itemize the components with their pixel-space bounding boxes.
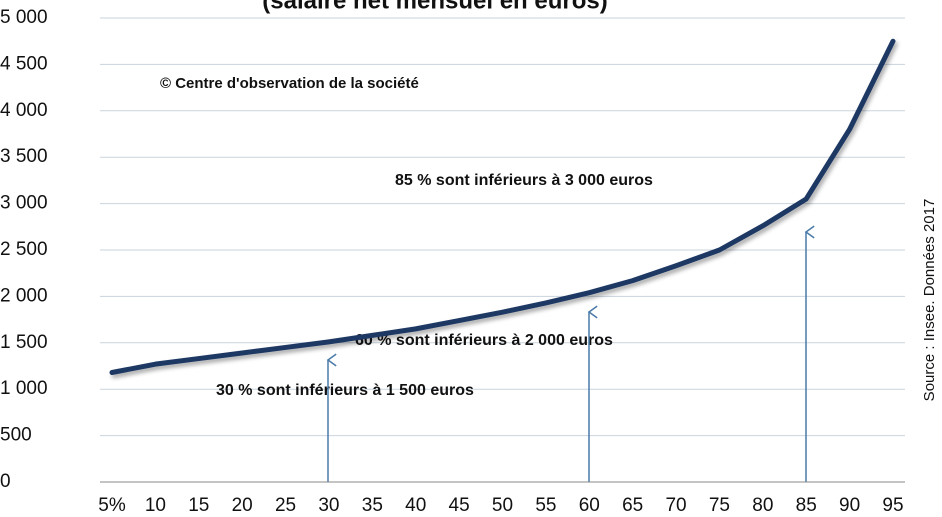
y-tick-label: 3 000	[0, 193, 48, 214]
x-tick-label: 60	[579, 495, 600, 516]
x-tick-label: 55	[535, 495, 556, 516]
y-tick-label: 1 000	[0, 378, 48, 399]
annotation: 60 % sont inférieurs à 2 000 euros	[355, 332, 613, 349]
y-tick-label: 1 500	[0, 332, 48, 353]
x-tick-label: 70	[665, 495, 686, 516]
y-tick-label: 500	[0, 425, 32, 446]
y-tick-label: 4 000	[0, 100, 48, 121]
source: Source : Insee. Données 2017	[921, 199, 938, 402]
line	[109, 38, 896, 375]
x-tick-label: 80	[752, 495, 773, 516]
x-tick-label: 45	[449, 495, 470, 516]
x-tick-label: 65	[622, 495, 643, 516]
copyright: © Centre d'observation de la société	[160, 75, 419, 92]
annotation: 30 % sont inférieurs à 1 500 euros	[216, 382, 474, 399]
x-tick-label: 50	[492, 495, 513, 516]
chart-title: (salaire net mensuel en euros)	[262, 0, 607, 14]
x-tick-label: 85	[796, 495, 817, 516]
x-tick-label: 15	[188, 495, 209, 516]
annotation: 85 % sont inférieurs à 3 000 euros	[395, 172, 653, 189]
x-tick-label: 30	[318, 495, 339, 516]
y-tick-label: 5 000	[0, 7, 48, 28]
x-tick-label: 90	[839, 495, 860, 516]
y-tick-label: 2 000	[0, 285, 48, 306]
x-tick-label: 35	[362, 495, 383, 516]
x-tick-label: 25	[275, 495, 296, 516]
y-tick-label: 3 500	[0, 146, 48, 167]
y-tick-label: 0	[0, 471, 11, 492]
y-tick-label: 2 500	[0, 239, 48, 260]
x-tick-label: 10	[145, 495, 166, 516]
x-tick-label: 20	[232, 495, 253, 516]
x-tick-label: 5%	[98, 495, 126, 516]
x-tick-label: 75	[709, 495, 730, 516]
x-tick-label: 95	[882, 495, 903, 516]
y-tick-label: 4 500	[0, 53, 48, 74]
x-tick-label: 40	[405, 495, 426, 516]
